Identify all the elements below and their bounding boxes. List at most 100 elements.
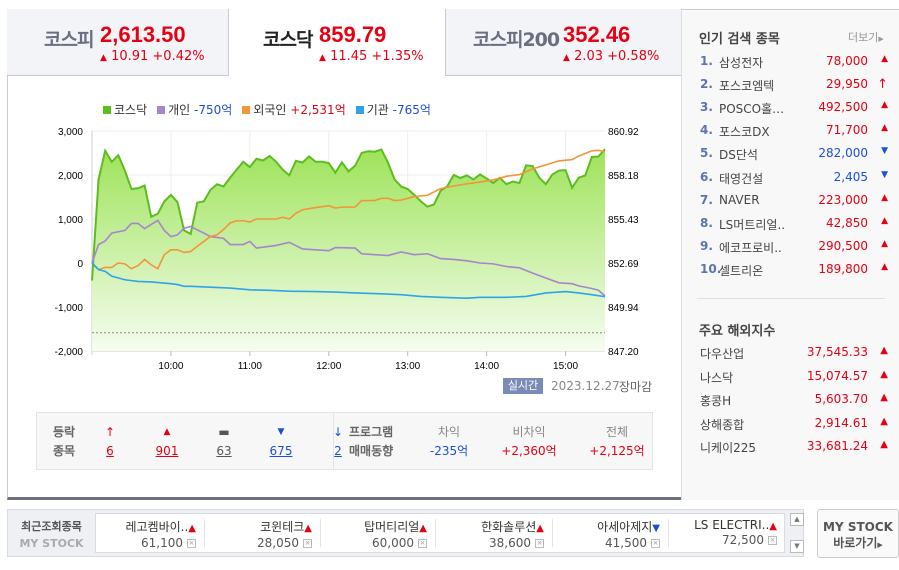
popular-item[interactable]: 9. 에코프로비.. 290,500 ▲ xyxy=(700,238,888,255)
popular-item[interactable]: 5. DS단석 282,000 ▼ xyxy=(700,146,888,163)
program-item: 차익 -235억 xyxy=(429,425,469,458)
program-item: 전체 +2,125억 xyxy=(589,425,645,458)
flat-dash-icon: ▬ xyxy=(218,425,230,439)
realtime-badge[interactable]: 실시간 xyxy=(503,378,543,394)
divider xyxy=(333,413,334,469)
updown-item[interactable]: ▲ 901 xyxy=(152,423,182,461)
scroll-down-button[interactable]: ▼ xyxy=(790,540,804,553)
popular-item[interactable]: 3. POSCO홀… 492,500 ▲ xyxy=(700,100,888,117)
right-axis-tick: 852.69 xyxy=(608,259,639,270)
market-status: 장마감 xyxy=(619,380,653,394)
recent-stock-item[interactable]: LS ELECTRI..▲ 72,500 × xyxy=(694,518,777,547)
tab-change: ▲ 2.03 +0.58% xyxy=(563,49,660,64)
tab-change: ▲ 10.91 +0.42% xyxy=(100,49,205,64)
down-arrow-icon: ▼ xyxy=(881,169,888,180)
kosdaq-line xyxy=(91,148,606,281)
popular-item[interactable]: 10. 셀트리온 189,800 ▲ xyxy=(700,261,888,278)
legend-foreign[interactable]: 외국인 +2,531억 xyxy=(242,101,346,118)
upper-limit-arrow-icon: ↑ xyxy=(104,425,116,439)
up-arrow-icon: ▲ xyxy=(881,54,888,64)
up-arrow-icon: ▲ xyxy=(880,415,888,427)
x-axis-tick: 15:00 xyxy=(553,361,578,372)
recent-title: 최근조회종목 xyxy=(21,520,82,533)
legend-individual[interactable]: 개인 -750억 xyxy=(157,101,232,118)
tab-name: 코스피200 xyxy=(473,29,560,51)
updown-item[interactable]: ▼ 675 xyxy=(266,423,296,461)
tab-kospi[interactable]: 코스피 2,613.50 ▲ 10.91 +0.42% xyxy=(7,9,229,76)
foreign-line xyxy=(91,149,606,271)
up-arrow-icon: ▲ xyxy=(419,523,427,534)
recent-stock-item[interactable]: 레고켐바이..▲ 61,100 × xyxy=(125,520,196,550)
x-axis-tick: 12:00 xyxy=(316,361,341,372)
recent-subtitle: MY STOCK xyxy=(19,537,84,550)
recent-stock-item[interactable]: 아세아제지▼ 41,500 × xyxy=(597,520,660,550)
legend-kosdaq[interactable]: 코스닥 xyxy=(103,101,147,118)
world-index-item[interactable]: 상해종합 2,914.61 ▲ xyxy=(700,415,888,432)
scroll-up-button[interactable]: ▲ xyxy=(790,513,804,526)
mystock-button[interactable]: MY STOCK 바로가기▶ xyxy=(817,509,899,558)
remove-icon[interactable]: × xyxy=(768,536,777,545)
remove-icon[interactable]: × xyxy=(187,539,196,548)
divider xyxy=(320,519,321,547)
program-item: 비차익 +2,360억 xyxy=(501,425,557,458)
chevron-right-icon: ▶ xyxy=(878,35,884,43)
recent-stock-item[interactable]: 한화솔루션▲ 38,600 × xyxy=(481,520,544,550)
x-axis-tick: 13:00 xyxy=(395,361,420,372)
left-axis-tick: -1,000 xyxy=(55,303,84,314)
divider xyxy=(668,519,669,547)
left-axis-tick: 3,000 xyxy=(58,127,83,138)
updown-item[interactable]: ↓ 2 xyxy=(323,423,353,461)
x-axis-tick: 11:00 xyxy=(238,361,263,372)
right-axis-tick: 847.20 xyxy=(608,347,639,358)
tab-kospi200[interactable]: 코스피200 352.46 ▲ 2.03 +0.58% xyxy=(446,9,682,76)
updown-label: 등락 종목 xyxy=(53,425,76,458)
up-triangle-icon: ▲ xyxy=(563,53,570,63)
world-index-item[interactable]: 다우산업 37,545.33 ▲ xyxy=(700,345,888,361)
right-axis-tick: 855.43 xyxy=(608,215,639,226)
tab-value: 352.46 xyxy=(563,22,631,47)
up-arrow-icon: ▲ xyxy=(880,439,888,450)
popular-item[interactable]: 7. NAVER 223,000 ▲ xyxy=(700,192,888,207)
intraday-chart[interactable]: 3,000 860.92 2,000 858.18 1,000 855.43 0 852.69… xyxy=(0,0,680,400)
divider xyxy=(435,519,436,547)
right-panel: 인기 검색 종목 더보기▶ 1. 삼성전자 78,000 ▲ 2. 포스코엠텍 29,950… xyxy=(681,9,899,500)
up-arrow-icon: ▲ xyxy=(881,215,888,226)
remove-icon[interactable]: × xyxy=(535,539,544,548)
up-arrow-icon: ▲ xyxy=(880,345,888,356)
recent-stock-item[interactable]: 코윈테크▲ 28,050 × xyxy=(257,520,312,550)
updown-item[interactable]: ▬ 63 xyxy=(209,423,239,461)
popular-item[interactable]: 4. 포스코DX 71,700 ▲ xyxy=(700,123,888,140)
world-index-item[interactable]: 니케이225 33,681.24 ▲ xyxy=(700,439,888,455)
legend-institution[interactable]: 기관 -765억 xyxy=(355,101,431,118)
popular-item[interactable]: 2. 포스코엠텍 29,950 ↑ xyxy=(700,77,888,94)
upper-arrow-icon: ↑ xyxy=(877,77,888,93)
remove-icon[interactable]: × xyxy=(303,539,312,548)
left-axis-tick: -2,000 xyxy=(55,347,84,358)
popular-item[interactable]: 1. 삼성전자 78,000 ▲ xyxy=(700,54,888,70)
tab-kosdaq[interactable]: 코스닥 859.79 ▲ 11.45 +1.35% xyxy=(229,9,446,76)
tab-value: 2,613.50 xyxy=(100,22,186,47)
remove-icon[interactable]: × xyxy=(651,539,660,548)
more-link[interactable]: 더보기▶ xyxy=(848,31,884,44)
institution-line xyxy=(91,262,606,300)
down-arrow-icon: ▼ xyxy=(881,146,888,157)
x-axis-tick: 14:00 xyxy=(474,361,499,372)
popular-item[interactable]: 6. 태영건설 2,405 ▼ xyxy=(700,169,888,186)
world-index-item[interactable]: 나스닥 15,074.57 ▲ xyxy=(700,368,888,385)
left-axis-tick: 0 xyxy=(77,259,83,270)
market-breadth-box: 등락 종목 ↑ 6 ▲ 901 ▬ 63 ▼ 675 ↓ 2 프로그램 매매동향 차익 -235억 비차익… xyxy=(36,412,653,470)
remove-icon[interactable]: × xyxy=(418,539,427,548)
recent-list xyxy=(95,513,785,553)
up-triangle-icon: ▲ xyxy=(163,427,171,437)
updown-item[interactable]: ↑ 6 xyxy=(95,423,125,461)
up-arrow-icon: ▲ xyxy=(536,523,544,534)
up-arrow-icon: ▲ xyxy=(881,123,888,134)
world-title: 주요 해외지수 xyxy=(699,324,776,339)
right-axis-tick: 849.94 xyxy=(608,303,639,314)
popular-item[interactable]: 8. LS머트리얼.. 42,850 ▲ xyxy=(700,215,888,232)
up-arrow-icon: ▲ xyxy=(881,192,888,203)
recent-stock-item[interactable]: 탑머티리얼▲ 60,000 × xyxy=(364,520,427,550)
divider xyxy=(552,519,553,547)
world-index-item[interactable]: 홍콩H 5,603.70 ▲ xyxy=(700,392,888,408)
chevron-right-icon: ▶ xyxy=(877,541,883,549)
